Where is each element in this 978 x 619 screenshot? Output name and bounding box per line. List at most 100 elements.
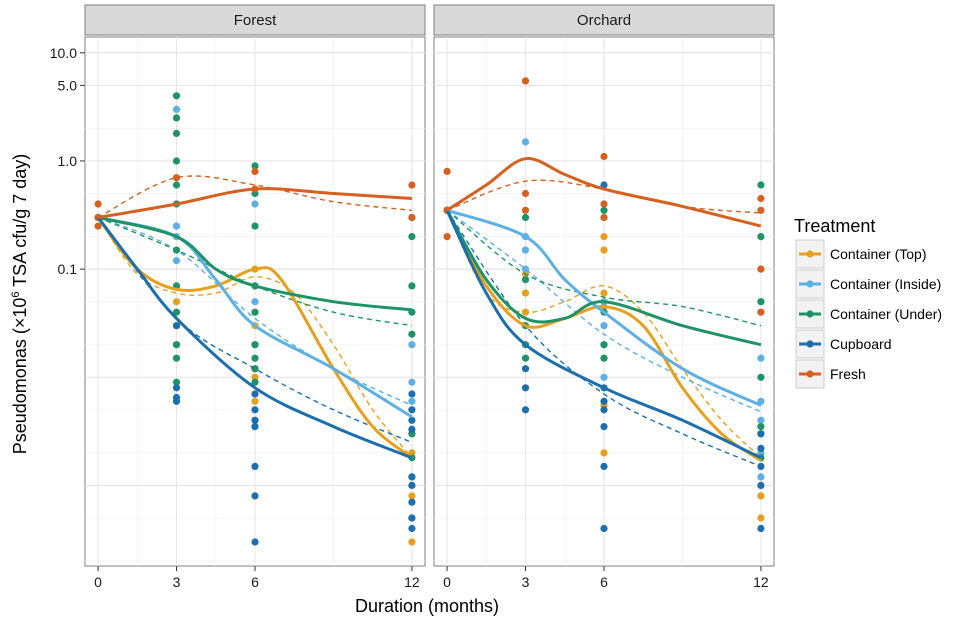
- data-point-container-top: [600, 449, 608, 457]
- data-point-cupboard: [521, 406, 530, 414]
- smooth-line-container-top: [445, 209, 762, 462]
- data-point-cupboard: [408, 390, 416, 398]
- legend-item-container-under: Container (Under): [795, 299, 942, 329]
- legend-label: Container (Under): [830, 306, 942, 322]
- data-point-cupboard: [600, 406, 608, 414]
- legend-key-point: [806, 340, 814, 348]
- legend-key-point: [806, 280, 814, 288]
- data-point-container-under: [172, 181, 181, 189]
- data-point-container-top: [408, 538, 416, 546]
- data-point-container-inside: [172, 257, 181, 265]
- data-point-container-inside: [600, 322, 608, 330]
- data-point-cupboard: [172, 384, 181, 392]
- y-tick-label: 1.0: [58, 153, 78, 169]
- data-point-container-inside: [408, 397, 416, 405]
- data-point-container-under: [172, 341, 181, 349]
- data-point-fresh: [251, 167, 259, 175]
- data-point-container-under: [251, 222, 259, 230]
- data-point-container-under: [172, 114, 181, 122]
- panel-forest: Forest: [84, 4, 426, 567]
- data-point-fresh: [408, 213, 416, 222]
- data-point-cupboard: [408, 498, 416, 506]
- x-tick-label: 6: [600, 574, 608, 590]
- data-point-cupboard: [757, 524, 765, 533]
- x-tick-label: 12: [753, 574, 769, 590]
- data-point-cupboard: [408, 514, 416, 522]
- strip-label-forest: Forest: [234, 12, 277, 29]
- data-point-container-top: [521, 289, 530, 297]
- data-point-container-under: [521, 276, 530, 284]
- y-axis: 10.0 5.0 1.0 0.1: [50, 45, 85, 277]
- data-point-container-inside: [172, 105, 181, 113]
- data-point-container-under: [172, 157, 181, 165]
- smooth-line-cupboard: [445, 209, 762, 460]
- dashed-line-cupboard: [446, 209, 762, 468]
- data-point-container-top: [251, 397, 259, 405]
- x-tick-label: 6: [251, 574, 259, 590]
- data-point-container-under: [172, 92, 181, 100]
- legend-key-point: [806, 310, 814, 318]
- data-point-container-under: [757, 373, 765, 381]
- x-tick-label: 0: [94, 574, 102, 590]
- legend-item-container-top: Container (Top): [795, 239, 927, 269]
- data-point-fresh: [757, 206, 765, 214]
- data-point-container-under: [757, 181, 765, 189]
- data-point-cupboard: [600, 462, 608, 470]
- data-point-fresh: [757, 194, 765, 203]
- data-point-cupboard: [757, 481, 765, 489]
- data-point-cupboard: [600, 423, 608, 431]
- legend: Treatment Container (Top) Container (Insi…: [794, 216, 942, 389]
- data-point-container-inside: [251, 298, 259, 306]
- data-point-container-under: [172, 129, 181, 137]
- data-point-cupboard: [251, 423, 259, 431]
- data-point-fresh: [600, 213, 608, 222]
- data-point-container-under: [251, 365, 259, 373]
- data-point-container-under: [521, 354, 530, 362]
- legend-title: Treatment: [794, 216, 875, 236]
- data-point-container-under: [251, 378, 259, 386]
- data-point-container-inside: [600, 373, 608, 381]
- data-point-fresh: [408, 181, 416, 189]
- panel-orchard: Orchard: [433, 4, 775, 567]
- y-tick-label: 10.0: [50, 45, 77, 61]
- data-point-fresh: [94, 222, 102, 230]
- data-point-cupboard: [251, 492, 259, 500]
- data-point-container-under: [251, 341, 259, 349]
- x-axis-title: Duration (months): [355, 596, 499, 616]
- data-point-cupboard: [521, 384, 530, 392]
- data-point-cupboard: [172, 397, 181, 405]
- x-tick-label: 3: [173, 574, 181, 590]
- data-point-container-top: [757, 514, 765, 522]
- data-point-container-inside: [521, 138, 530, 146]
- smooth-line-fresh: [446, 157, 762, 228]
- data-point-fresh: [757, 308, 765, 316]
- legend-label: Cupboard: [830, 336, 892, 352]
- data-point-container-top: [600, 233, 608, 241]
- data-point-fresh: [521, 77, 530, 85]
- data-point-cupboard: [521, 365, 530, 373]
- data-point-fresh: [757, 265, 765, 273]
- data-point-cupboard: [408, 406, 416, 414]
- data-point-cupboard: [600, 524, 608, 533]
- data-point-cupboard: [600, 181, 608, 189]
- data-point-cupboard: [251, 390, 259, 398]
- legend-key-point: [806, 250, 814, 258]
- data-point-cupboard: [408, 481, 416, 489]
- legend-item-fresh: Fresh: [795, 359, 866, 389]
- data-point-container-under: [172, 378, 181, 386]
- data-point-fresh: [94, 200, 102, 208]
- data-point-container-under: [521, 213, 530, 222]
- data-point-container-top: [600, 246, 608, 254]
- facet-panels: Forest Orchard: [84, 4, 775, 567]
- data-point-cupboard: [251, 406, 259, 414]
- data-point-container-top: [600, 289, 608, 297]
- legend-label: Fresh: [830, 366, 866, 382]
- smooth-line-container-under: [97, 216, 413, 312]
- data-point-container-under: [757, 233, 765, 241]
- dashed-line-container-under: [446, 209, 762, 327]
- data-point-cupboard: [600, 397, 608, 405]
- data-point-cupboard: [172, 322, 181, 330]
- legend-item-cupboard: Cupboard: [795, 329, 892, 359]
- legend-label: Container (Top): [830, 246, 927, 262]
- data-point-fresh: [172, 174, 181, 182]
